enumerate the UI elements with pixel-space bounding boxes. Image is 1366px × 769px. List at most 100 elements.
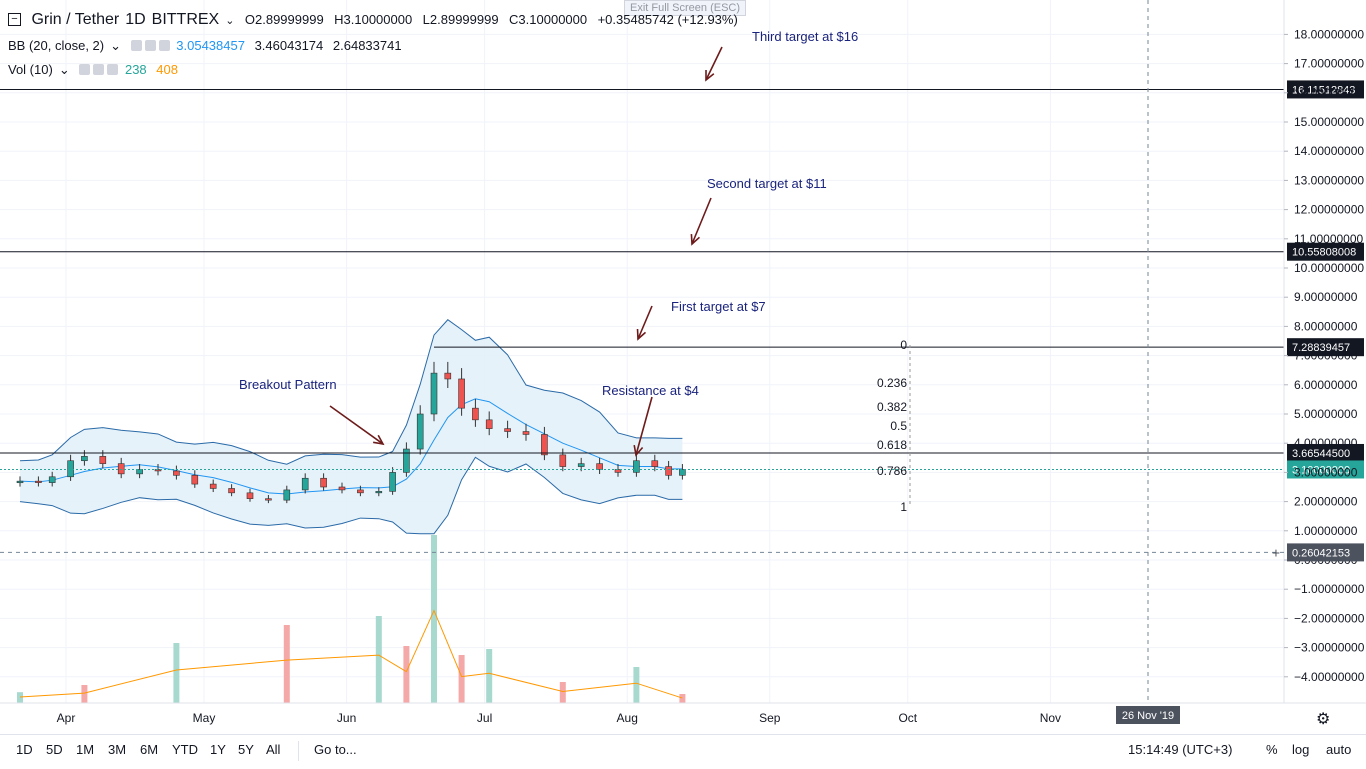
fib-level-label: 0	[900, 338, 907, 352]
symbol-name[interactable]: Grin / Tether	[31, 11, 120, 28]
tf-5d[interactable]: 5D	[46, 742, 63, 757]
toolbar-divider	[298, 741, 299, 761]
log-toggle[interactable]: log	[1292, 742, 1310, 757]
volume-bar	[431, 535, 437, 703]
y-tick-label: 4.00000000	[1294, 436, 1358, 450]
tf-3m[interactable]: 3M	[108, 742, 127, 757]
close-icon[interactable]	[158, 40, 170, 51]
x-tick-label: Aug	[617, 711, 638, 725]
y-tick-label: 2.00000000	[1294, 495, 1358, 509]
exchange-label[interactable]: BITTREX	[151, 11, 220, 28]
tf-all[interactable]: All	[266, 742, 281, 757]
fib-level-label: 1	[900, 500, 907, 514]
chart-canvas[interactable]: 16.11512843 10.55808008 7.28839457 3.665445…	[0, 0, 1366, 734]
clock: 15:14:49 (UTC+3)	[1128, 742, 1233, 757]
candle-body	[430, 372, 438, 415]
goto-button[interactable]: Go to...	[314, 742, 357, 757]
chart-legend-main: − Grin / Tether 1D BITTREX ⌄ O2.89999999 H3…	[8, 11, 744, 29]
eye-icon[interactable]	[130, 40, 142, 51]
fib-level-label: 0.236	[877, 376, 907, 390]
chevron-down-icon[interactable]: ⌄	[225, 15, 235, 27]
tf-6m[interactable]: 6M	[140, 742, 159, 757]
gear-icon[interactable]: ⚙	[1316, 711, 1331, 728]
tf-ytd[interactable]: YTD	[172, 742, 198, 757]
candle-body	[81, 456, 88, 462]
y-tick-label: 5.00000000	[1294, 407, 1358, 421]
price-level-tag	[1287, 338, 1364, 357]
candle-body	[320, 477, 327, 488]
bb-lower-value: 2.64833741	[332, 38, 402, 53]
bb-fill	[20, 319, 683, 534]
resistance-label: Resistance at $4	[602, 383, 699, 398]
candle-body	[472, 407, 479, 421]
candle-body	[209, 483, 217, 489]
percent-toggle[interactable]: %	[1266, 742, 1278, 757]
interval-label[interactable]: 1D	[125, 11, 146, 28]
candle-body	[375, 491, 383, 494]
vol-label[interactable]: Vol (10)	[8, 62, 53, 77]
price-level-label: 3.10000000	[1292, 464, 1350, 476]
volume-bar	[633, 667, 640, 703]
candle-body	[283, 489, 291, 501]
annotation-arrow	[691, 197, 712, 245]
third_target-label: Third target at $16	[752, 29, 858, 44]
annotation-arrow	[329, 405, 384, 445]
bb-basis-line	[19, 398, 683, 495]
tf-1m[interactable]: 1M	[76, 742, 95, 757]
candle-body	[596, 463, 603, 470]
chevron-down-icon[interactable]: ⌄	[58, 62, 70, 77]
y-tick-label: −2.00000000	[1294, 611, 1365, 625]
x-tick-label: Jun	[337, 711, 356, 725]
crosshair-price-box	[1287, 543, 1364, 562]
eye-icon[interactable]	[79, 64, 91, 75]
close-icon[interactable]	[107, 64, 119, 75]
chart-grid	[0, 0, 1284, 703]
tf-1y[interactable]: 1Y	[210, 742, 226, 757]
bottom-toolbar: 1D 5D 1M 3M 6M YTD 1Y 5Y All Go to... 15…	[0, 734, 1366, 769]
y-tick-label: 16.00000000	[1294, 86, 1364, 100]
candle-body	[99, 456, 107, 464]
bb-legend[interactable]: BB (20, close, 2) ⌄ 3.05438457 3.46043174…	[8, 38, 408, 54]
change-value: +0.35485742 (+12.93%)	[597, 12, 738, 27]
candle-body	[444, 372, 452, 380]
settings-icon[interactable]	[93, 64, 105, 75]
x-tick-label: Jul	[477, 711, 492, 725]
x-tick-label: Apr	[57, 711, 76, 725]
annotation-arrow	[637, 305, 653, 340]
fib-level-label: 0.382	[877, 400, 907, 414]
candle-body	[48, 476, 56, 483]
chevron-down-icon[interactable]: ⌄	[110, 38, 122, 53]
candle-body	[522, 431, 530, 435]
tf-1d[interactable]: 1D	[16, 742, 33, 757]
arrowhead-icon	[373, 434, 385, 446]
volume-value: 238	[124, 62, 147, 77]
candle-body	[301, 477, 309, 491]
candle-body	[458, 378, 465, 409]
bollinger-bands	[19, 319, 683, 535]
arrowhead-icon	[690, 233, 700, 246]
fib-level-label: 0.5	[890, 419, 907, 433]
bb-label[interactable]: BB (20, close, 2)	[8, 38, 105, 53]
tf-5y[interactable]: 5Y	[238, 742, 254, 757]
bb-basis-value: 3.05438457	[176, 38, 245, 53]
exit-fullscreen-button[interactable]: Exit Full Screen (ESC)	[624, 0, 747, 16]
crosshair-plus-icon: +	[1272, 544, 1280, 560]
auto-toggle[interactable]: auto	[1326, 742, 1352, 757]
bb-upper-line	[19, 319, 683, 465]
y-tick-label: 3.00000000	[1294, 465, 1358, 479]
settings-icon[interactable]	[144, 40, 156, 51]
minus-square-icon[interactable]: −	[8, 13, 21, 26]
price-level-label: 7.28839457	[1292, 342, 1350, 354]
y-tick-label: 12.00000000	[1294, 203, 1364, 217]
candle-body	[651, 460, 659, 467]
price-level-label: 3.66544500	[1292, 448, 1350, 460]
y-tick-label: 13.00000000	[1294, 173, 1364, 187]
vol-legend[interactable]: Vol (10) ⌄ 238 408	[8, 62, 184, 78]
candle-body	[614, 469, 622, 473]
volume-bar	[679, 694, 686, 703]
price-level-label: 16.11512843	[1292, 84, 1355, 96]
candle-body	[485, 419, 493, 429]
volume-bar	[375, 616, 382, 703]
crosshair-date-box	[1116, 706, 1180, 724]
y-tick-label: 18.00000000	[1294, 27, 1364, 41]
